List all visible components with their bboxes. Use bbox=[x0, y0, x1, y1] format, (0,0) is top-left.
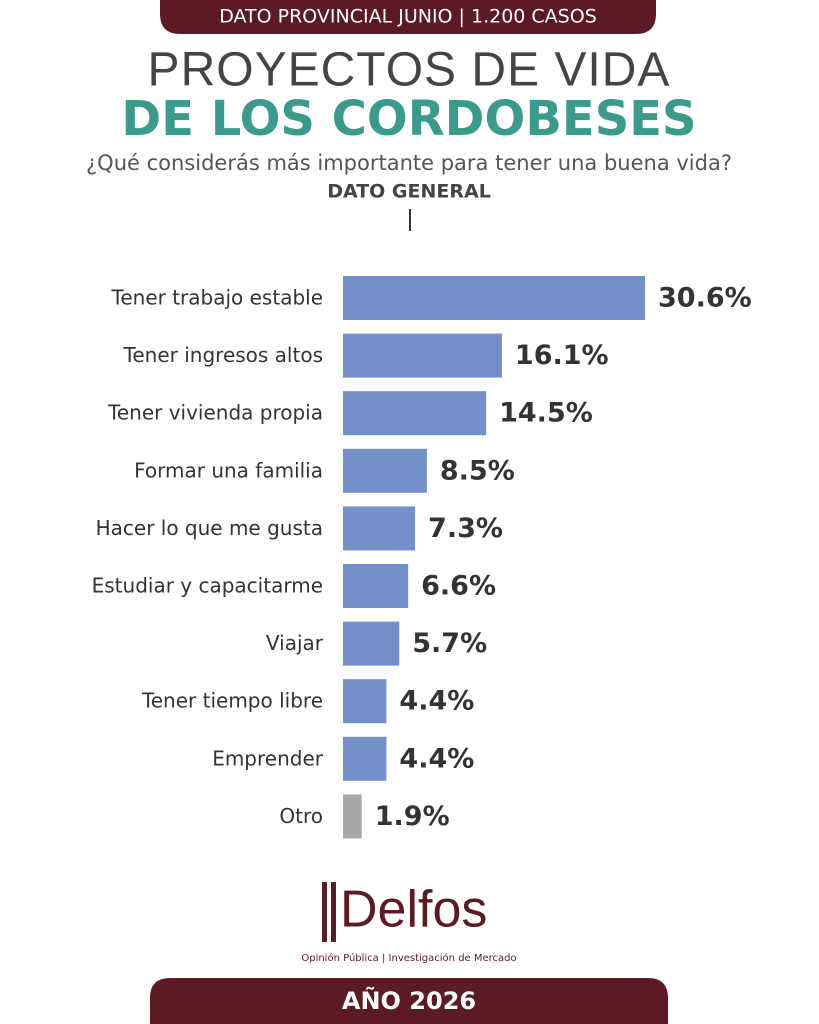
bar bbox=[343, 736, 387, 781]
value-label: 4.4% bbox=[399, 743, 474, 774]
bar bbox=[343, 448, 427, 493]
question: ¿Qué considerás más importante para tene… bbox=[86, 151, 732, 175]
logo-tagline: Opinión Pública | Investigación de Merca… bbox=[301, 952, 516, 964]
value-label: 30.6% bbox=[658, 283, 752, 314]
category-label: Estudiar y capacitarme bbox=[92, 574, 323, 598]
footer-year: AÑO 2026 bbox=[342, 986, 476, 1015]
category-label: Hacer lo que me gusta bbox=[96, 516, 323, 540]
footer-bg bbox=[150, 978, 668, 1024]
value-label: 5.7% bbox=[412, 628, 487, 659]
category-label: Otro bbox=[279, 804, 323, 828]
bar bbox=[343, 564, 409, 608]
category-label: Emprender bbox=[212, 746, 324, 770]
value-label: 4.4% bbox=[399, 686, 474, 717]
bar bbox=[343, 679, 387, 724]
logo-name: Delfos bbox=[340, 881, 487, 939]
title-line2: DE LOS CORDOBESES bbox=[121, 91, 696, 147]
value-label: 16.1% bbox=[515, 340, 609, 371]
category-label: Tener tiempo libre bbox=[141, 689, 323, 713]
logo-icon bbox=[331, 882, 336, 942]
category-label: Tener vivienda propia bbox=[107, 401, 323, 425]
category-label: Tener ingresos altos bbox=[123, 343, 323, 367]
bar bbox=[343, 506, 416, 551]
section: DATO GENERAL bbox=[327, 181, 491, 203]
category-label: Formar una familia bbox=[134, 458, 323, 482]
logo: Delfos Opinión Pública | Investigación d… bbox=[301, 881, 516, 964]
bar bbox=[343, 391, 487, 436]
category-label: Viajar bbox=[266, 631, 324, 655]
banner-bg bbox=[160, 0, 656, 34]
bar bbox=[343, 276, 646, 320]
value-label: 8.5% bbox=[440, 455, 515, 486]
value-label: 1.9% bbox=[375, 801, 450, 832]
value-label: 7.3% bbox=[428, 513, 503, 544]
bars: Tener trabajo estable 30.6% Tener ingresos… bbox=[92, 276, 752, 839]
bar bbox=[343, 333, 502, 378]
bar bbox=[343, 621, 400, 666]
bar bbox=[343, 794, 362, 839]
category-label: Tener trabajo estable bbox=[111, 286, 323, 310]
value-label: 6.6% bbox=[421, 571, 496, 602]
logo-icon bbox=[322, 882, 327, 942]
banner: DATO PROVINCIAL JUNIO | 1.200 CASOS bbox=[219, 6, 597, 28]
value-label: 14.5% bbox=[499, 398, 593, 429]
title-line1: PROYECTOS DE VIDA bbox=[148, 44, 671, 97]
